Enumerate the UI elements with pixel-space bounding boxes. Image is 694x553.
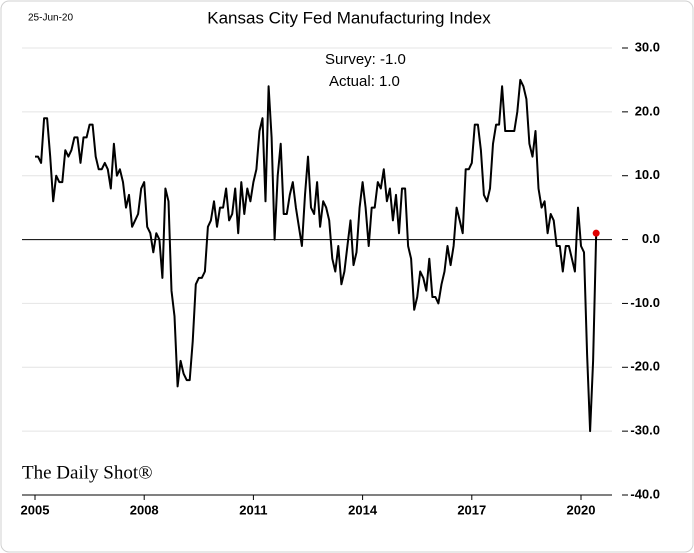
x-tick-label: 2005 [21,502,50,517]
line [35,78,598,433]
x-tick-label: 2011 [239,502,267,517]
y-tick-label: 30.0 [635,39,660,54]
y-tick-label: -20.0 [630,359,660,374]
x-tick-label: 2008 [130,502,159,517]
y-tick-label: 0.0 [642,231,660,246]
y-tick-label: -40.0 [630,486,660,501]
x-tick-label: 2014 [348,502,378,517]
annotation: Survey: -1.0 [325,51,406,68]
x-tick-label: 2020 [567,502,596,517]
date: 25-Jun-20 [28,13,73,24]
y-tick-label: -30.0 [630,423,660,438]
chart-title: Kansas City Fed Manufacturing Index [207,8,491,27]
x-tick-label: 2017 [457,502,486,517]
annotation: Actual: 1.0 [329,73,400,90]
y-tick-label: -10.0 [630,295,660,310]
y-tick-label: 20.0 [635,103,660,118]
highlight-point [592,229,600,237]
source: The Daily Shot® [22,462,153,483]
y-tick-label: 10.0 [635,167,660,182]
